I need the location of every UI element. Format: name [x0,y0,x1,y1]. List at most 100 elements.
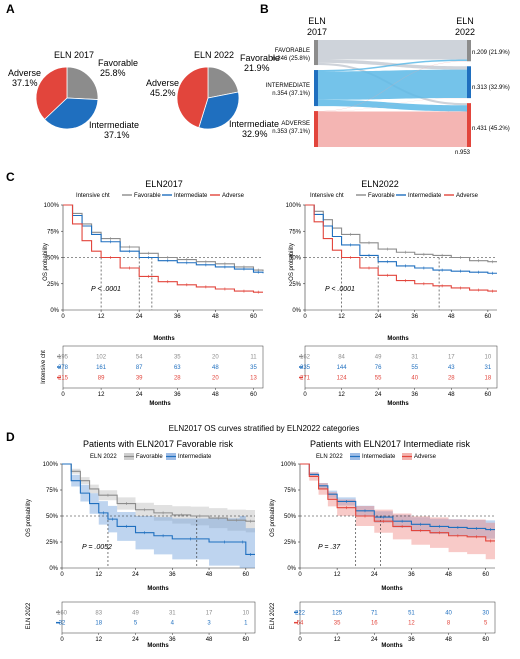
pie-2017-pct-adverse: 37.1% [12,78,38,88]
x-tick-label: 48 [212,314,219,320]
km-eln2017-legend: Favorable Intermediate Adverse [122,193,245,199]
risk-x-tick-label: 48 [445,637,452,643]
pie-2022-pct-favorable: 21.9% [244,63,270,73]
sankey-flow [318,40,467,60]
x-tick-label: 60 [482,572,489,578]
y-tick-label: 25% [47,282,60,288]
km-curve-favorable [305,204,497,263]
risk-x-tick-label: 24 [132,637,139,643]
km-plot-eln2017: 0% 25% 50% 75% 100% 0 12 24 36 48 60 [44,203,264,320]
km-curve-intermediate [63,204,264,274]
legend-label-favorable: Favorable [134,193,161,199]
x-tick-label: 48 [445,572,452,578]
legend-label-intermediate: Intermediate [408,193,442,199]
pie-slice-intermediate [43,97,99,130]
y-tick-label: 50% [284,514,297,520]
risk-cell: 235 [300,365,311,371]
pie-2022-title: ELN 2022 [194,50,234,60]
pie-slice-adverse [176,66,209,129]
risk-table-eln2017-intermediate: 222 125 71 51 40 30 54 35 16 12 8 5 0 12 24 36 48 60 [294,601,496,643]
km-eln2017-title: ELN2017 [145,179,183,189]
y-tick-label: 75% [47,229,60,235]
risk-x-tick-label: 60 [482,637,489,643]
risk-cell: 35 [334,621,341,627]
risk-cell: 161 [96,365,107,371]
pie-slice-adverse [35,66,68,120]
risk-cell: 31 [485,365,492,371]
risk-cell: 5 [134,621,138,627]
risk-cell: 40 [445,610,452,616]
panel-d-header: ELN2017 OS curves stratified by ELN2022 … [169,424,360,433]
x-tick-label: 48 [206,572,213,578]
risk-cell: 55 [375,376,382,382]
sankey-left-count-intermediate: n.354 (37.1%) [272,91,310,97]
km-eln2022-legend: Favorable Intermediate Adverse [356,193,479,199]
pie-chart-eln2017 [35,66,99,130]
risk-cell: 40 [411,376,418,382]
risk-cell: 49 [132,610,139,616]
risk-cell: 3 [207,621,211,627]
confidence-band-intermediate [62,464,255,568]
risk-table-eln2022-xlabel: Months [387,401,409,407]
y-tick-label: 50% [46,514,59,520]
sankey-left-name-intermediate: INTERMEDIATE [266,83,310,89]
sankey-left-name-favorable: FAVORABLE [275,48,310,54]
risk-x-tick-label: 0 [60,637,64,643]
sankey-total: n.953 [455,150,471,156]
x-tick-label: 60 [250,314,257,320]
sankey-right-count-intermediate: n.313 (32.9%) [472,85,510,91]
risk-x-tick-label: 12 [338,392,345,398]
y-tick-label: 75% [46,488,59,494]
risk-cell: 18 [95,621,102,627]
legend-label-intermediate: Intermediate [174,193,208,199]
risk-cell: 28 [174,376,181,382]
km-eln2022-legend-title: Intensive cht [310,193,344,199]
risk-table-eln2017-xlabel: Months [149,401,171,407]
x-tick-label: 36 [174,314,181,320]
pie-2022-label-favorable: Favorable [240,53,280,63]
risk-x-tick-label: 60 [250,392,257,398]
km-curve-adverse [305,204,497,292]
risk-cell: 71 [371,610,378,616]
sankey-right-count-favorable: n.209 (21.9%) [472,50,510,56]
legend-label-intermediate: Intermediate [362,454,396,460]
risk-table-frame [299,601,496,634]
risk-cell: 124 [337,376,348,382]
sankey-left-title-2: 2017 [307,27,327,37]
km-int-legend-title: ELN 2022 [316,454,343,460]
km-eln2022-pvalue: P < .0001 [325,286,355,293]
sankey-right-title-2: 2022 [455,27,475,37]
pie-slice-favorable [66,66,99,100]
risk-cell: 17 [448,355,455,361]
sankey-node-right [467,103,471,147]
risk-x-tick-label: 60 [242,637,249,643]
risk-cell: 31 [169,610,176,616]
x-tick-label: 12 [98,314,105,320]
x-tick-label: 0 [61,314,65,320]
x-tick-label: 36 [411,314,418,320]
pie-2022-label-intermediate: Intermediate [229,119,279,129]
risk-cell: 13 [250,376,257,382]
sankey-node-left [314,111,318,147]
sankey-left-title-1: ELN [308,16,326,26]
y-tick-label: 100% [44,203,60,209]
risk-cell: 4 [171,621,175,627]
sankey-flow [318,69,467,100]
risk-x-tick-label: 36 [174,392,181,398]
pie-chart-eln2022 [176,66,240,130]
km-fav-ylabel: OS probability [26,499,32,537]
panel-label-b: B [260,2,269,16]
km-fav-legend: Favorable Intermediate [124,453,212,460]
km-eln2017-legend-title: Intensive cht [76,193,110,199]
risk-cell: 20 [212,376,219,382]
risk-table-int-title: ELN 2022 [270,602,276,629]
legend-label-favorable: Favorable [368,193,395,199]
km-int-ylabel: OS probability [270,499,276,537]
risk-cell: 12 [408,621,415,627]
risk-cell: 102 [96,355,107,361]
risk-cell: 215 [58,376,69,382]
km-curve-intermediate [62,463,255,556]
sankey-left-count-adverse: n.353 (37.1%) [272,129,310,135]
panel-label-c: C [6,170,15,184]
risk-cell: 89 [98,376,105,382]
